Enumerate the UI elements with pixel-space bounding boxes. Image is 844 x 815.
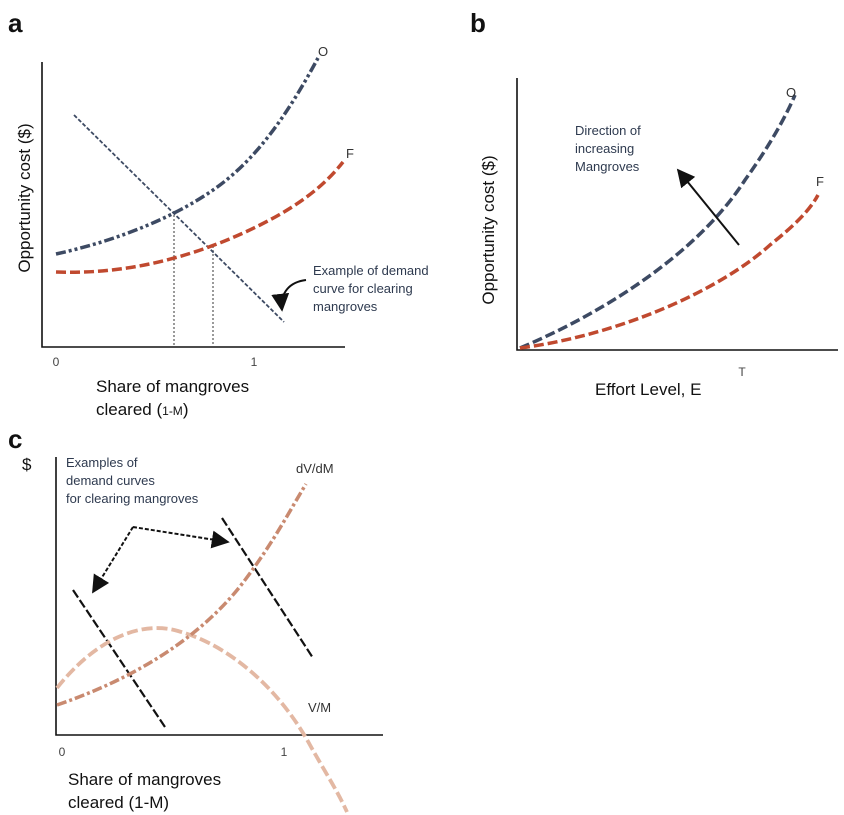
panel-c-axes [55,457,383,736]
panel-a-annotation-line2: curve for clearing [313,281,413,296]
panel-a-annotation-line3: mangroves [313,299,378,314]
panel-a-demand-curve [73,114,285,323]
panel-c-tick-1: 1 [281,745,288,759]
panel-c-arrow-left [92,526,134,594]
panel-b: b Opportunity cost ($) T Effort Level, E… [470,8,838,399]
panel-a-curve-f-label: F [346,146,354,161]
panel-a-tick-1: 1 [251,355,258,369]
panel-b-annotation-line2: increasing [575,141,634,156]
panel-b-annotation-line3: Mangroves [575,159,640,174]
panel-a-annotation-arrow [271,279,307,312]
panel-a-y-axis-label: Opportunity cost ($) [15,123,34,272]
panel-c-x-axis-label-line1: Share of mangroves [68,770,221,789]
panel-b-y-axis-label: Opportunity cost ($) [479,155,498,304]
panel-c-demand-curve-right [221,517,314,659]
panel-b-annotation-line1: Direction of [575,123,641,138]
panel-b-letter: b [470,8,486,38]
panel-c-annotation-line1: Examples of [66,455,138,470]
panel-b-curve-f [519,194,820,350]
panel-a-curve-o-label: O [318,44,328,59]
panel-b-tick-t: T [738,365,746,379]
panel-c-y-axis-label: $ [22,455,32,474]
panel-a-xlabel-main: cleared ( [96,400,162,419]
panel-c-curve-dvdm [56,483,308,707]
panel-c-tick-0: 0 [59,745,66,759]
panel-a-x-axis-label-line1: Share of mangroves [96,377,249,396]
panel-a-tick-0: 0 [53,355,60,369]
panel-c: c $ 0 1 Share of mangroves cleared (1-M)… [8,424,383,813]
panel-a-axes [41,62,345,348]
panel-c-curve-vm [55,626,349,813]
panel-b-direction-arrow [676,168,740,246]
panel-a-x-axis-label-line2: cleared (1-M) [96,400,188,419]
panel-a-annotation-line1: Example of demand [313,263,429,278]
panel-c-letter: c [8,424,22,454]
panel-a-curve-o [55,57,320,256]
panel-a-curve-f [55,160,345,275]
panel-c-x-axis-label-line2: cleared (1-M) [68,793,169,812]
panel-c-arrow-right [132,526,230,549]
panel-b-curve-o [519,94,797,350]
panel-a-xlabel-end: ) [183,400,189,419]
panel-c-curve-vm-label: V/M [308,700,331,715]
panel-c-curve-dvdm-label: dV/dM [296,461,334,476]
panel-b-curve-f-label: F [816,174,824,189]
panel-b-axes [516,78,838,351]
panel-a: a Opportunity cost ($) 0 1 Share of mang… [8,8,429,419]
panel-a-letter: a [8,8,23,38]
panel-b-curve-o-label: O [786,85,796,100]
panel-c-demand-curve-left [72,589,166,728]
panel-b-x-axis-label: Effort Level, E [595,380,701,399]
panel-a-xlabel-small: 1-M [162,404,183,418]
panel-c-annotation-line3: for clearing mangroves [66,491,199,506]
panel-c-annotation-line2: demand curves [66,473,155,488]
